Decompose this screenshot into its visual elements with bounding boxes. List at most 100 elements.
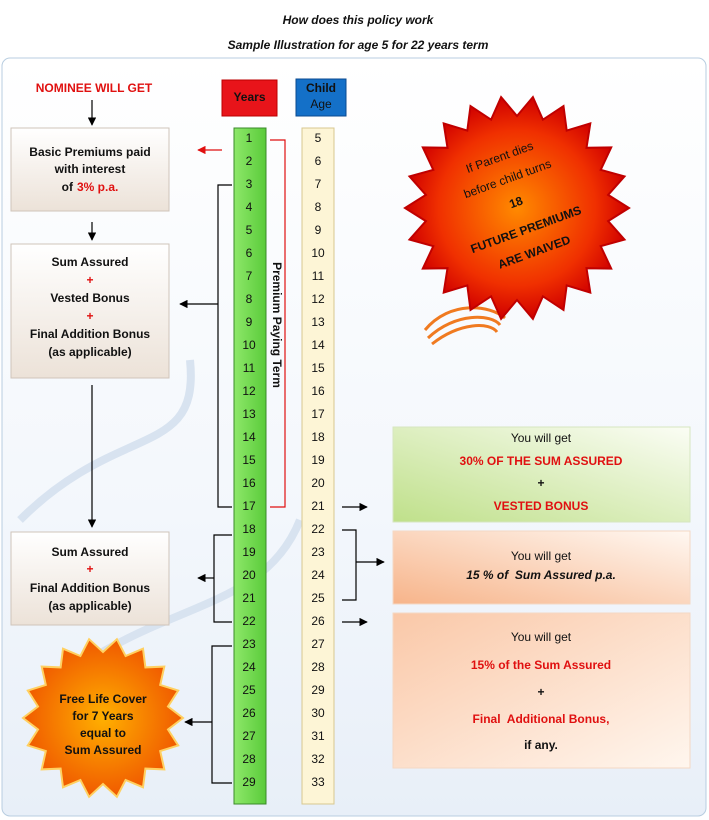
label: Sum Assured (65, 743, 142, 757)
waiver-burst (403, 95, 631, 321)
label: 15 (242, 453, 256, 467)
label: 22 (242, 614, 256, 628)
label-part: 3% p.a. (77, 180, 118, 194)
label: Free Life Cover (59, 692, 147, 706)
label: (as applicable) (48, 599, 131, 613)
label: 21 (311, 499, 325, 513)
label: 26 (311, 614, 325, 628)
label: Sum Assured (52, 545, 129, 559)
label: 15 % of Sum Assured p.a. (466, 568, 616, 582)
label: VESTED BONUS (494, 499, 589, 513)
bracket (211, 645, 232, 784)
label: 6 (246, 246, 253, 260)
label: You will get (511, 549, 572, 563)
label: 14 (311, 338, 325, 352)
label: 27 (242, 729, 256, 743)
label: 19 (242, 545, 256, 559)
label: if any. (524, 738, 558, 752)
bracket (342, 529, 357, 601)
label: 12 (242, 384, 256, 398)
label: Basic Premiums paid (29, 145, 150, 159)
label: + (537, 685, 544, 699)
label: 3 (246, 177, 253, 191)
label: 18 (242, 522, 256, 536)
label: 10 (311, 246, 325, 260)
label: of 3% p.a. (62, 180, 119, 194)
label: 18 (507, 193, 525, 211)
label: NOMINEE WILL GET (36, 81, 153, 95)
label: Vested Bonus (50, 291, 130, 305)
label: 8 (315, 200, 322, 214)
label: 20 (311, 476, 325, 490)
label: 25 (242, 683, 256, 697)
label: Final Addition Bonus (30, 327, 151, 341)
label: 27 (311, 637, 325, 651)
label: How does this policy work (283, 13, 435, 27)
label: 8 (246, 292, 253, 306)
label: 6 (315, 154, 322, 168)
label: 20 (242, 568, 256, 582)
label: Child (306, 81, 336, 95)
life-cover-burst (21, 637, 185, 799)
label: 15 (311, 361, 325, 375)
label: 11 (312, 269, 325, 283)
label: 13 (242, 407, 256, 421)
label: equal to (80, 726, 126, 740)
label: 23 (242, 637, 256, 651)
label-part: of (62, 180, 74, 194)
label: 13 (311, 315, 325, 329)
label: 26 (242, 706, 256, 720)
label: 4 (246, 200, 253, 214)
label: 32 (311, 752, 325, 766)
label: Final Addition Bonus (30, 581, 151, 595)
label: You will get (511, 630, 572, 644)
bracket (270, 139, 286, 508)
age-column (301, 127, 335, 805)
years-header (221, 79, 278, 117)
label: 1 (246, 131, 253, 145)
label: You will get (511, 431, 572, 445)
label: Years (233, 90, 265, 104)
label: 7 (315, 177, 322, 191)
label: 2 (246, 154, 253, 168)
label: + (86, 273, 93, 287)
label: 16 (242, 476, 256, 490)
label: 11 (243, 361, 256, 375)
years-column (233, 127, 267, 805)
info-box (10, 531, 170, 626)
label: 30% OF THE SUM ASSURED (460, 454, 623, 468)
label: 28 (242, 752, 256, 766)
label: 15% of the Sum Assured (471, 658, 611, 672)
label: 29 (311, 683, 325, 697)
label: 10 (242, 338, 256, 352)
label: Sum Assured (52, 255, 129, 269)
label: Premium Paying Term (270, 262, 284, 388)
label: 17 (311, 407, 325, 421)
label: 24 (311, 568, 325, 582)
label: 22 (311, 522, 325, 536)
label: 9 (315, 223, 322, 237)
label: Age (310, 97, 332, 111)
label: 16 (311, 384, 325, 398)
label: 5 (315, 131, 322, 145)
label: + (537, 476, 544, 490)
result-box (392, 612, 691, 769)
label: for 7 Years (72, 709, 133, 723)
label: + (86, 562, 93, 576)
label: 21 (242, 591, 256, 605)
info-box (10, 127, 170, 212)
label: 18 (311, 430, 325, 444)
label: 19 (311, 453, 325, 467)
result-box (392, 530, 691, 605)
label: 5 (246, 223, 253, 237)
result-box (392, 426, 691, 523)
label: + (86, 309, 93, 323)
label: 7 (246, 269, 253, 283)
label: 12 (311, 292, 325, 306)
label: 33 (311, 775, 325, 789)
age-header (295, 78, 347, 117)
label: 23 (311, 545, 325, 559)
label: Sample Illustration for age 5 for 22 yea… (228, 38, 489, 52)
